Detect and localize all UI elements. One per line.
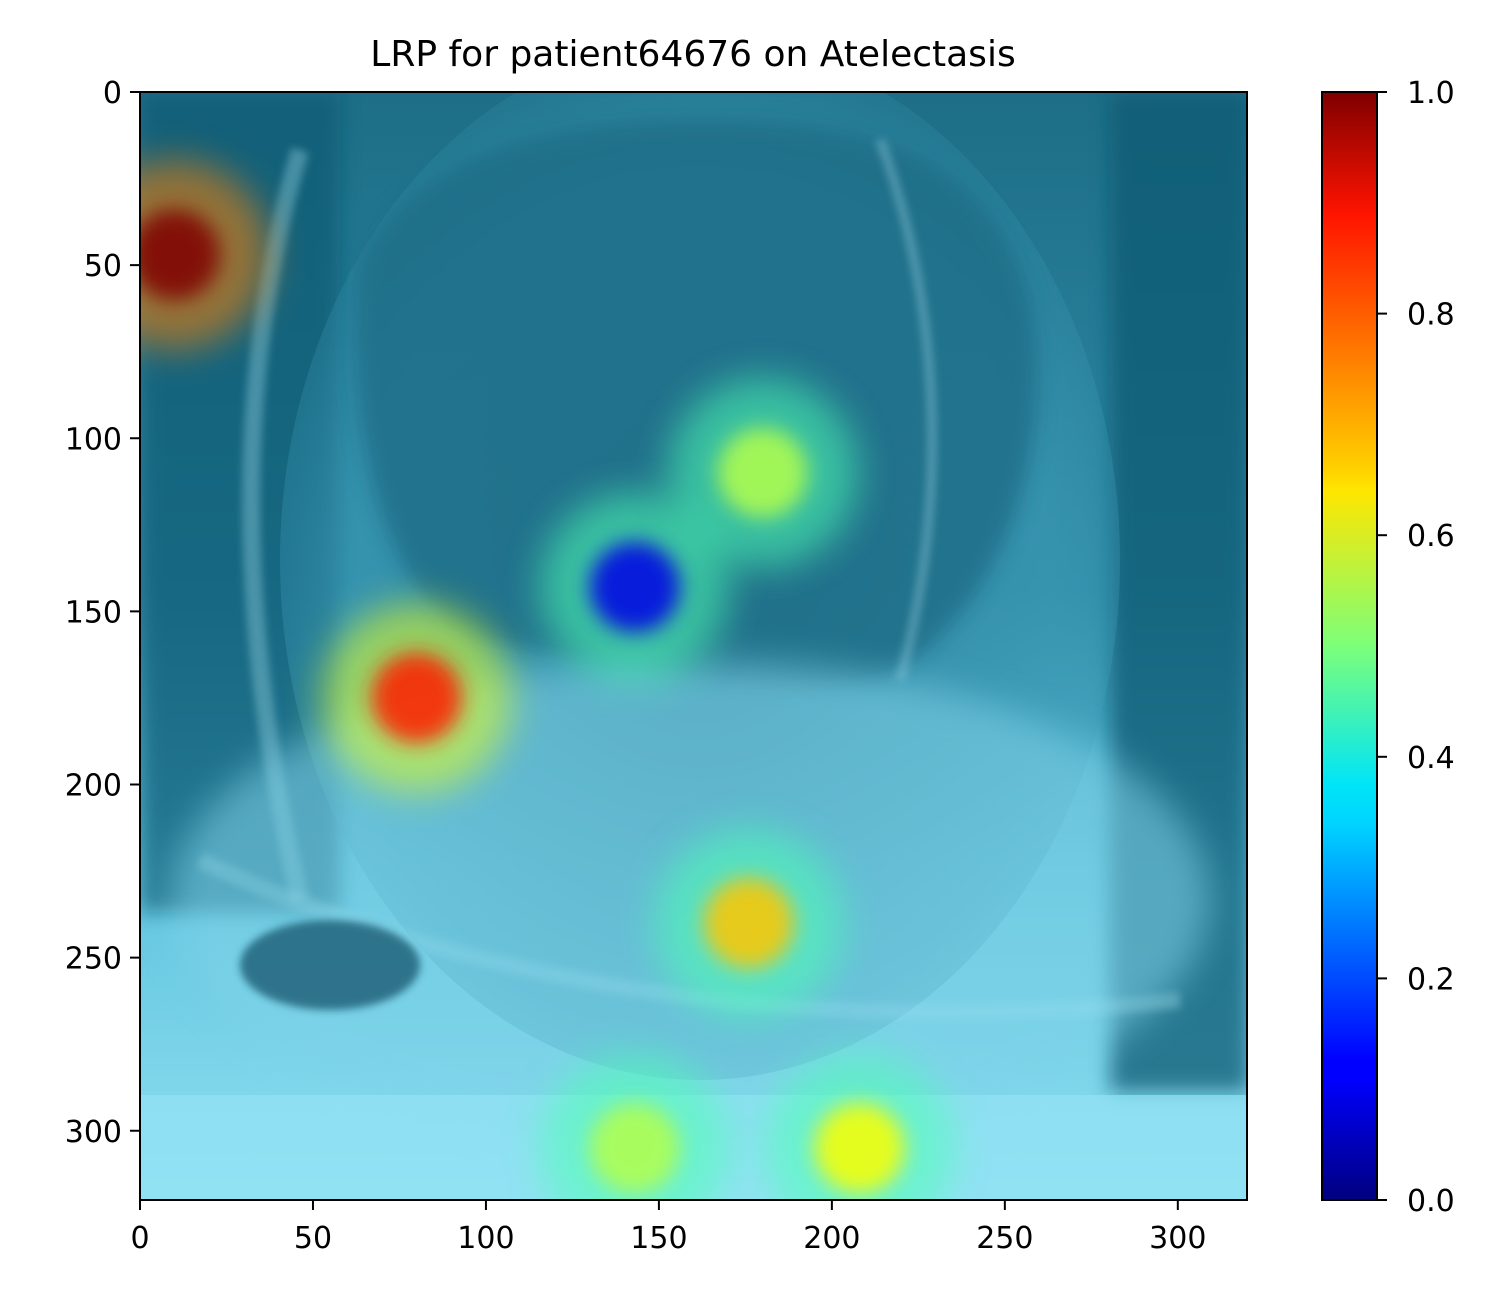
x-tick-label: 50 — [294, 1221, 332, 1256]
y-tick-label: 200 — [65, 769, 122, 804]
plot-frame — [139, 91, 1248, 1201]
x-tick-label: 150 — [630, 1221, 687, 1256]
colorbar-axis: 0.0 0.2 0.4 0.6 0.8 1.0 — [1377, 76, 1455, 1219]
hotspot-core-3 — [703, 878, 794, 968]
x-tick-label: 0 — [130, 1221, 149, 1256]
chart-title: LRP for patient64676 on Atelectasis — [370, 34, 1015, 75]
hotspot-core-0 — [140, 209, 220, 300]
y-tick-label: 250 — [65, 942, 122, 977]
x-axis: 0 50 100 150 200 250 300 — [130, 1200, 1206, 1256]
colorbar-tick-label: 0.8 — [1407, 298, 1455, 333]
hotspot-core-4 — [814, 1103, 905, 1194]
y-tick-label: 50 — [84, 249, 122, 284]
hotspot-core-5 — [589, 1103, 680, 1194]
colorbar-tick-label: 0.2 — [1407, 962, 1455, 997]
colorbar-tick-label: 0.6 — [1407, 519, 1455, 554]
colorbar-tick-label: 0.4 — [1407, 741, 1455, 776]
x-tick-label: 100 — [457, 1221, 514, 1256]
hotspot-core-6 — [717, 427, 808, 518]
colorbar-tick-label: 1.0 — [1407, 76, 1455, 111]
x-tick-label: 250 — [976, 1221, 1033, 1256]
y-tick-label: 150 — [65, 595, 122, 630]
heatmap-image — [140, 92, 1247, 1200]
colorbar-tick-label: 0.0 — [1407, 1184, 1455, 1219]
y-tick-label: 0 — [103, 76, 122, 111]
y-tick-label: 300 — [65, 1115, 122, 1150]
hotspot-core-1 — [371, 652, 462, 743]
x-tick-label: 300 — [1149, 1221, 1206, 1256]
hotspots-layer — [140, 159, 955, 1200]
y-tick-label: 100 — [65, 422, 122, 457]
colorbar — [1321, 91, 1378, 1201]
y-axis: 0 50 100 150 200 250 300 — [65, 76, 140, 1150]
hotspot-core-2 — [589, 542, 680, 633]
x-tick-label: 200 — [803, 1221, 860, 1256]
